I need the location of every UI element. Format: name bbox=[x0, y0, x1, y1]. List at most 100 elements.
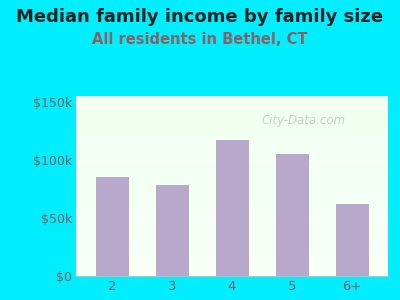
Bar bbox=[76, 233, 388, 235]
Bar bbox=[216, 140, 248, 276]
Bar bbox=[76, 154, 388, 155]
Bar bbox=[76, 265, 388, 267]
Bar bbox=[76, 101, 388, 103]
Bar bbox=[76, 218, 388, 220]
Bar bbox=[76, 134, 388, 136]
Bar bbox=[76, 202, 388, 204]
Bar bbox=[76, 137, 388, 139]
Text: All residents in Bethel, CT: All residents in Bethel, CT bbox=[92, 32, 308, 46]
Bar bbox=[76, 175, 388, 177]
Bar bbox=[76, 244, 388, 245]
Bar bbox=[76, 249, 388, 251]
Bar bbox=[76, 159, 388, 161]
Bar bbox=[76, 263, 388, 265]
Bar bbox=[76, 226, 388, 227]
Bar bbox=[156, 185, 188, 276]
Bar bbox=[76, 125, 388, 127]
Bar bbox=[76, 179, 388, 181]
Bar bbox=[76, 242, 388, 244]
Bar bbox=[76, 177, 388, 179]
Bar bbox=[76, 191, 388, 193]
Bar bbox=[76, 152, 388, 154]
Bar bbox=[76, 182, 388, 184]
Bar bbox=[76, 254, 388, 256]
Bar bbox=[76, 269, 388, 271]
Bar bbox=[76, 222, 388, 224]
Bar bbox=[76, 251, 388, 253]
Bar bbox=[76, 168, 388, 170]
Bar bbox=[76, 231, 388, 233]
Bar bbox=[76, 215, 388, 217]
Bar bbox=[76, 107, 388, 109]
Bar bbox=[76, 197, 388, 199]
Bar bbox=[336, 204, 368, 276]
Bar bbox=[76, 236, 388, 238]
Bar bbox=[76, 132, 388, 134]
Bar bbox=[76, 166, 388, 168]
Bar bbox=[76, 172, 388, 173]
Bar bbox=[76, 211, 388, 213]
Bar bbox=[76, 145, 388, 146]
Bar bbox=[76, 256, 388, 258]
Bar bbox=[76, 247, 388, 249]
Bar bbox=[76, 227, 388, 229]
Text: Median family income by family size: Median family income by family size bbox=[16, 8, 384, 26]
Bar bbox=[76, 146, 388, 148]
Bar bbox=[76, 121, 388, 123]
Bar bbox=[76, 130, 388, 132]
Bar bbox=[76, 193, 388, 195]
Bar bbox=[76, 274, 388, 276]
Bar bbox=[76, 164, 388, 166]
Bar bbox=[76, 272, 388, 274]
Bar bbox=[76, 262, 388, 263]
Bar bbox=[76, 217, 388, 218]
Bar bbox=[76, 190, 388, 191]
Bar bbox=[76, 118, 388, 119]
Bar bbox=[76, 253, 388, 254]
Bar bbox=[76, 173, 388, 175]
Bar bbox=[76, 163, 388, 164]
Bar bbox=[76, 100, 388, 101]
Bar bbox=[76, 128, 388, 130]
Bar bbox=[76, 208, 388, 209]
Bar bbox=[76, 170, 388, 172]
Bar bbox=[76, 136, 388, 137]
Bar bbox=[76, 184, 388, 186]
Bar bbox=[76, 229, 388, 231]
Bar bbox=[76, 123, 388, 125]
Bar bbox=[76, 245, 388, 247]
Bar bbox=[276, 154, 308, 276]
Bar bbox=[76, 143, 388, 145]
Bar bbox=[76, 200, 388, 202]
Bar bbox=[76, 148, 388, 150]
Bar bbox=[76, 150, 388, 152]
Bar bbox=[76, 238, 388, 240]
Bar bbox=[76, 110, 388, 112]
Bar bbox=[76, 235, 388, 236]
Bar bbox=[76, 213, 388, 215]
Bar bbox=[76, 260, 388, 262]
Bar bbox=[76, 181, 388, 182]
Bar bbox=[76, 186, 388, 188]
Bar bbox=[76, 195, 388, 197]
Bar bbox=[76, 127, 388, 128]
Bar bbox=[76, 109, 388, 110]
Bar bbox=[76, 206, 388, 208]
Bar bbox=[96, 177, 128, 276]
Bar bbox=[76, 267, 388, 269]
Bar bbox=[76, 98, 388, 100]
Bar bbox=[76, 103, 388, 105]
Bar bbox=[76, 199, 388, 200]
Bar bbox=[76, 224, 388, 226]
Text: City-Data.com: City-Data.com bbox=[262, 114, 346, 127]
Bar bbox=[76, 112, 388, 114]
Bar bbox=[76, 209, 388, 211]
Bar bbox=[76, 258, 388, 260]
Bar bbox=[76, 161, 388, 163]
Bar bbox=[76, 240, 388, 242]
Bar bbox=[76, 157, 388, 159]
Bar bbox=[76, 114, 388, 116]
Bar bbox=[76, 139, 388, 141]
Bar bbox=[76, 188, 388, 190]
Bar bbox=[76, 220, 388, 222]
